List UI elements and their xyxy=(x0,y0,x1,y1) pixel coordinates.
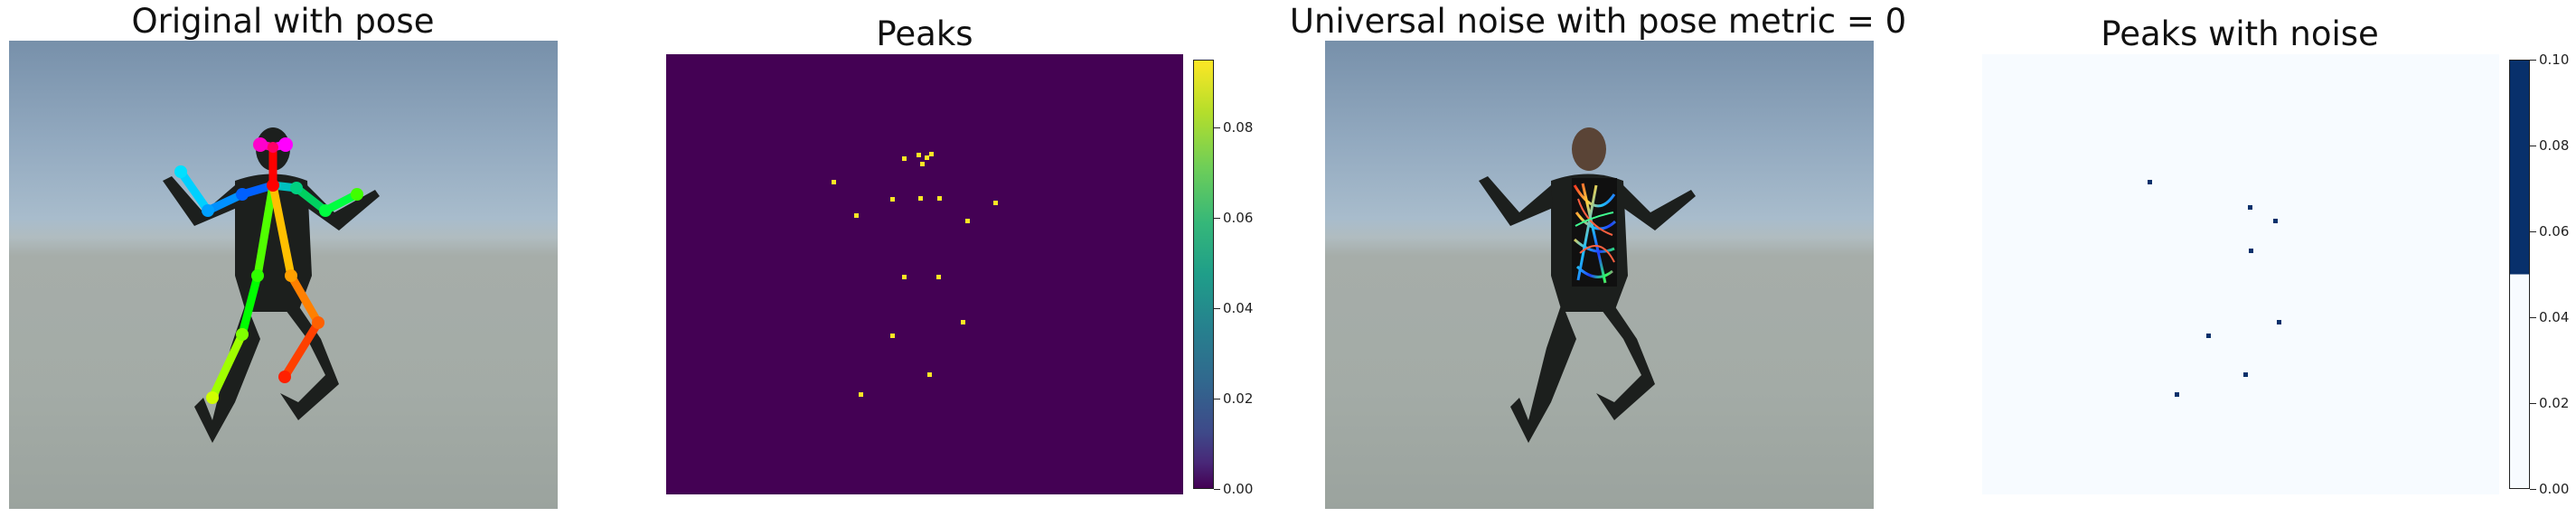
peak-marker xyxy=(890,334,895,338)
peak-marker xyxy=(890,197,895,202)
peak-marker xyxy=(2148,180,2152,184)
colorbar-tick-mark xyxy=(1214,308,1220,309)
colorbar-tick-label: 0.02 xyxy=(2539,395,2570,411)
person-figure xyxy=(163,127,380,443)
panel-title-peaks: Peaks xyxy=(876,14,973,53)
peak-marker xyxy=(2175,392,2179,397)
panel-title-peaks-noise: Peaks with noise xyxy=(2101,14,2379,53)
peak-marker xyxy=(2248,205,2252,210)
colorbar-tick-mark xyxy=(2530,60,2536,61)
peak-marker xyxy=(918,196,923,201)
peaks-noise-heatmap xyxy=(1982,54,2499,494)
peak-marker xyxy=(902,156,907,161)
peak-marker xyxy=(965,219,970,223)
panel-title-noise: Universal noise with pose metric = 0 xyxy=(1289,2,1907,41)
colorbar-tick-label: 0.06 xyxy=(1223,210,1254,226)
peak-marker xyxy=(832,180,836,184)
colorbar-tick-label: 0.02 xyxy=(1223,390,1254,407)
peak-marker xyxy=(2277,320,2281,324)
peak-marker xyxy=(920,162,925,166)
peak-marker xyxy=(902,275,907,279)
peak-marker xyxy=(2249,249,2253,253)
noise-image xyxy=(1325,41,1874,509)
peak-marker xyxy=(2206,334,2211,338)
peak-marker xyxy=(937,196,942,201)
colorbar-tick-label: 0.04 xyxy=(2539,309,2570,325)
peak-marker xyxy=(961,320,965,324)
peaks-colorbar xyxy=(1193,60,1214,489)
colorbar-tick-mark xyxy=(2530,403,2536,404)
peak-marker xyxy=(993,201,998,205)
colorbar-tick-mark xyxy=(1214,489,1220,490)
colorbar-tick-mark xyxy=(1214,127,1220,128)
colorbar-tick-mark xyxy=(1214,218,1220,219)
peak-marker xyxy=(936,275,941,279)
peaks-heatmap xyxy=(666,54,1183,494)
colorbar-tick-mark xyxy=(2530,231,2536,232)
peak-marker xyxy=(927,372,932,377)
peaks-noise-colorbar xyxy=(2509,60,2530,489)
original-image xyxy=(9,41,558,509)
colorbar-tick-label: 0.08 xyxy=(2539,137,2570,154)
peak-marker xyxy=(925,155,929,160)
colorbar-tick-label: 0.08 xyxy=(1223,119,1254,136)
colorbar-tick-mark xyxy=(2530,317,2536,318)
peak-marker xyxy=(917,153,921,157)
peak-marker xyxy=(859,392,863,397)
colorbar-tick-label: 0.04 xyxy=(1223,300,1254,316)
panel-title-original: Original with pose xyxy=(131,2,435,41)
person-figure-noise xyxy=(1479,127,1696,443)
colorbar-tick-label: 0.10 xyxy=(2539,52,2570,68)
peak-marker xyxy=(929,152,934,156)
peak-marker xyxy=(2273,219,2278,223)
colorbar-tick-mark xyxy=(1214,399,1220,400)
colorbar-tick-label: 0.00 xyxy=(2539,481,2570,497)
peak-marker xyxy=(2243,372,2248,377)
colorbar-tick-label: 0.06 xyxy=(2539,223,2570,240)
peak-marker xyxy=(854,213,859,218)
colorbar-tick-label: 0.00 xyxy=(1223,481,1254,497)
colorbar-tick-mark xyxy=(2530,489,2536,490)
